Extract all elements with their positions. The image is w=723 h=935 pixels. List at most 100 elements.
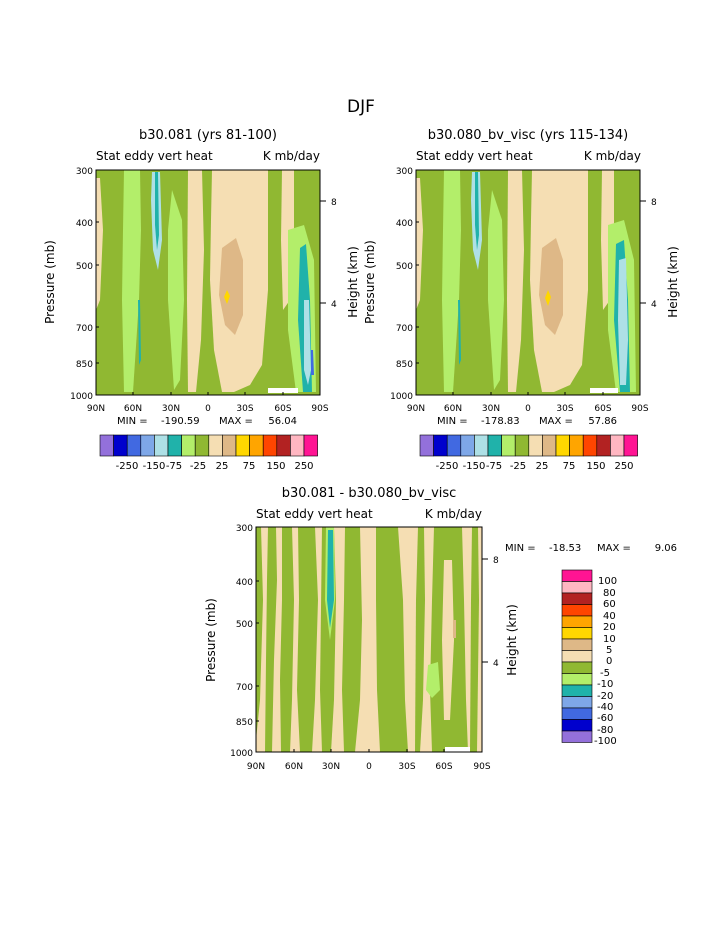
- panel-1-y-tick: 500: [76, 262, 93, 272]
- colorbar-swatch: [610, 434, 625, 457]
- colorbar-label: 0: [606, 656, 612, 667]
- colorbar-swatch: [154, 434, 169, 457]
- panel-2-x-tick: 90S: [631, 404, 648, 414]
- panel-2-colorbar: [419, 434, 638, 457]
- panel-3-x-ticks: 90N 60N 30N 0 30S 60S 90S: [247, 749, 491, 772]
- panel-2-x-tick: 0: [525, 404, 531, 414]
- colorbar-swatch: [249, 434, 264, 457]
- colorbar-label: 250: [294, 461, 313, 472]
- colorbar-swatch: [126, 434, 142, 457]
- colorbar-label: -250: [116, 461, 139, 472]
- panel-1-x-tick: 60N: [124, 404, 142, 414]
- panel-2-y-right-tick: 8: [651, 198, 657, 208]
- panel-1-colorbar-labels: -250 -150 -75 -25 25 75 150 250: [116, 461, 314, 472]
- panel-3-ylabel-right: Height (km): [505, 604, 519, 675]
- panel-1-x-ticks: 90N 60N 30N 0 30S 60S 90S: [87, 392, 329, 414]
- colorbar-swatch: [290, 434, 305, 457]
- colorbar-swatch: [561, 592, 593, 605]
- panel-2-y-ticks: 300 400 500 700 850 1000: [390, 167, 419, 402]
- panel-2-title: b30.080_bv_visc (yrs 115-134): [428, 128, 628, 143]
- panel-1-x-tick: 0: [205, 404, 211, 414]
- colorbar-label: -100: [594, 736, 617, 747]
- panel-3-y-right-ticks: 8 4: [482, 556, 499, 669]
- panel-3-contour-field: [256, 527, 482, 752]
- colorbar-swatch: [569, 434, 584, 457]
- colorbar-swatch: [208, 434, 223, 457]
- colorbar-swatch: [561, 719, 593, 732]
- colorbar-label: -80: [597, 725, 613, 736]
- colorbar-swatch: [561, 569, 593, 582]
- panel-1-contour-field: [96, 170, 320, 395]
- panel-2: b30.080_bv_visc (yrs 115-134) Stat eddy …: [363, 128, 680, 472]
- colorbar-swatch: [555, 434, 570, 457]
- colorbar-label: 5: [606, 645, 612, 656]
- panel-2-y-tick: 1000: [390, 392, 413, 402]
- colorbar-label: -150: [463, 461, 486, 472]
- panel-1-x-tick: 30S: [236, 404, 253, 414]
- panel-3-x-tick: 30S: [398, 762, 415, 772]
- panel-3-max-value: 9.06: [655, 543, 677, 554]
- panel-3-x-tick: 90N: [247, 762, 265, 772]
- colorbar-label: -5: [600, 668, 610, 679]
- panel-2-y-right-ticks: 8 4: [640, 198, 657, 310]
- panel-2-x-ticks: 90N 60N 30N 0 30S 60S 90S: [407, 392, 649, 414]
- panel-3-y-tick: 400: [236, 578, 253, 588]
- panel-2-contour-field: [416, 170, 640, 395]
- panel-3-y-right-tick: 4: [493, 659, 499, 669]
- colorbar-swatch: [419, 434, 434, 457]
- panel-2-min-label: MIN =: [437, 416, 468, 427]
- colorbar-swatch: [276, 434, 291, 457]
- colorbar-swatch: [561, 696, 593, 709]
- colorbar-swatch: [561, 638, 593, 651]
- colorbar-swatch: [113, 434, 128, 457]
- colorbar-swatch: [99, 434, 114, 457]
- panel-1-stats: MIN = -190.59 MAX = 56.04: [117, 416, 297, 427]
- colorbar-label: -150: [143, 461, 166, 472]
- panel-2-x-tick: 60S: [594, 404, 611, 414]
- colorbar-swatch: [528, 434, 543, 457]
- panel-2-subtitle-right: K mb/day: [584, 149, 641, 163]
- colorbar-label: -250: [436, 461, 459, 472]
- panel-3-x-tick: 60S: [435, 762, 452, 772]
- colorbar-swatch: [194, 434, 210, 457]
- colorbar-label: 60: [603, 599, 616, 610]
- panel-2-max-label: MAX =: [539, 416, 573, 427]
- colorbar-swatch: [542, 434, 557, 457]
- panel-2-y-tick: 300: [396, 167, 413, 177]
- colorbar-label: -60: [597, 713, 613, 724]
- colorbar-swatch: [235, 434, 250, 457]
- panel-3-y-tick: 300: [236, 524, 253, 534]
- colorbar-label: 75: [243, 461, 256, 472]
- colorbar-label: 10: [603, 634, 616, 645]
- colorbar-label: 250: [614, 461, 633, 472]
- colorbar-swatch: [474, 434, 489, 457]
- panel-3-y-tick: 850: [236, 718, 253, 728]
- colorbar-swatch: [596, 434, 611, 457]
- colorbar-swatch: [582, 434, 598, 457]
- colorbar-label: -25: [510, 461, 526, 472]
- panel-2-y-tick: 500: [396, 262, 413, 272]
- panel-3-subtitle-right: K mb/day: [425, 507, 482, 521]
- panel-2-y-tick: 700: [396, 324, 413, 334]
- figure-title: DJF: [347, 97, 375, 117]
- panel-2-y-right-tick: 4: [651, 300, 657, 310]
- colorbar-swatch: [561, 661, 593, 674]
- panel-1-y-tick: 850: [76, 360, 93, 370]
- colorbar-label: -10: [597, 679, 613, 690]
- panel-1: b30.081 (yrs 81-100) Stat eddy vert heat…: [43, 128, 360, 472]
- panel-1-colorbar: [99, 434, 318, 457]
- panel-1-ylabel: Pressure (mb): [43, 240, 57, 324]
- panel-2-max-value: 57.86: [588, 416, 617, 427]
- panel-3-y-ticks: 300 400 500 700 850 1000: [230, 524, 259, 759]
- colorbar-label: 80: [603, 588, 616, 599]
- colorbar-swatch: [561, 673, 593, 686]
- panel-1-subtitle-left: Stat eddy vert heat: [96, 149, 213, 163]
- colorbar-label: 25: [216, 461, 229, 472]
- colorbar-label: 100: [598, 576, 617, 587]
- colorbar-swatch: [262, 434, 278, 457]
- panel-2-y-tick: 400: [396, 219, 413, 229]
- colorbar-label: 75: [563, 461, 576, 472]
- colorbar-swatch: [501, 434, 516, 457]
- panel-3-y-tick: 700: [236, 683, 253, 693]
- panel-1-x-tick: 90N: [87, 404, 105, 414]
